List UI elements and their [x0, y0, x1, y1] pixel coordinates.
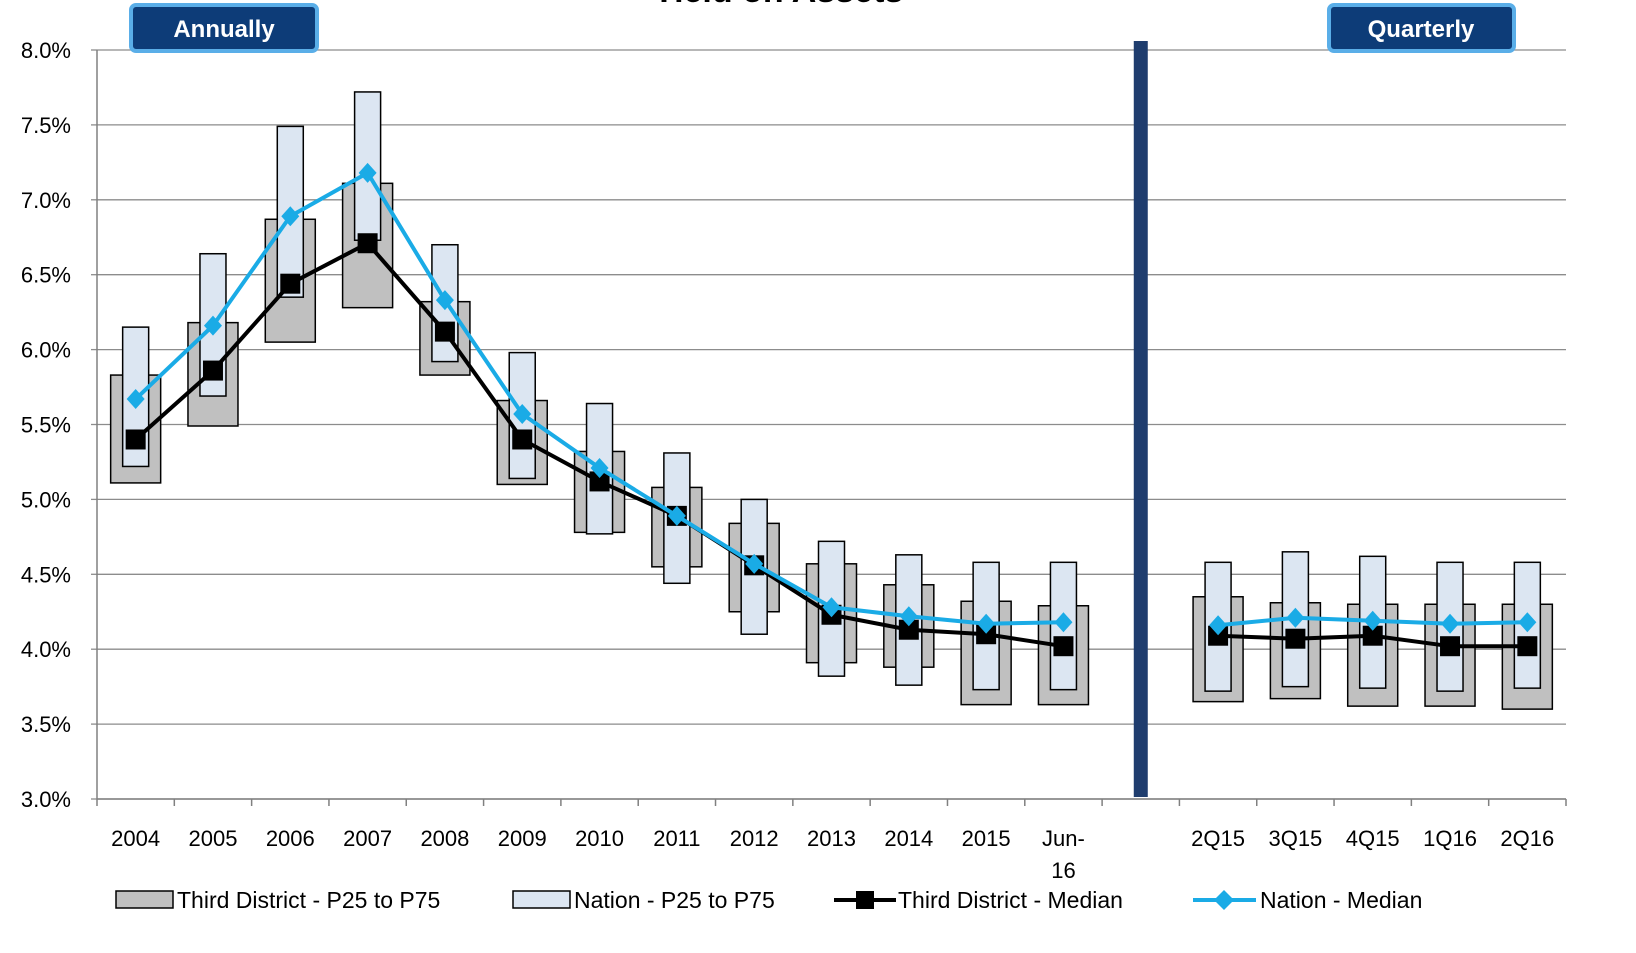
third-district-median-point — [512, 429, 533, 450]
x-tick-label: 2014 — [884, 826, 933, 851]
third-district-median-point — [589, 471, 610, 492]
third-district-median-point — [1362, 625, 1383, 646]
third-district-median-point — [976, 624, 997, 645]
x-tick-label: 2010 — [575, 826, 624, 851]
nation-median-point — [1054, 612, 1073, 633]
nation-median-point — [358, 162, 377, 183]
legend-label-third-district-median: Third District - Median — [898, 887, 1123, 913]
median-lines — [125, 162, 1538, 657]
annually-badge: Annually — [129, 3, 319, 53]
legend-swatch-third-district-range — [115, 890, 174, 909]
y-tick-label: 6.5% — [21, 263, 71, 288]
legend-marker-nation-median — [1214, 890, 1234, 910]
legend-item-third-district-range: Third District - P25 to P75 — [115, 887, 440, 913]
x-tick-label: 2015 — [962, 826, 1011, 851]
annually-badge-box — [129, 3, 319, 53]
axes — [96, 50, 1567, 806]
nation-median-point — [1441, 613, 1460, 634]
y-tick-label: 5.0% — [21, 487, 71, 512]
y-tick-label: 3.0% — [21, 787, 71, 812]
nation-median-point — [667, 505, 686, 526]
legend-item-third-district-median: Third District - Median — [834, 887, 1123, 913]
nation-median-point — [281, 206, 300, 227]
nation-median-point — [822, 597, 841, 618]
x-tick-label: 1Q16 — [1423, 826, 1477, 851]
legend-marker-third-district-median — [856, 891, 874, 909]
third-district-median-point — [1285, 628, 1306, 649]
nation-median-point — [590, 457, 609, 478]
quarterly-badge-label: Quarterly — [1368, 16, 1475, 43]
x-tick-label: 2006 — [266, 826, 315, 851]
third-district-median-point — [125, 429, 146, 450]
x-axis-tick-labels: 2004 2005 2006 2007 2008 2009 2010 2011 2012 2013… — [111, 826, 1554, 883]
nation-median-point — [435, 290, 454, 311]
legend-label-nation-range: Nation - P25 to P75 — [574, 887, 775, 913]
nation-median-point — [745, 553, 764, 574]
nation-median-point — [1209, 615, 1228, 636]
third-district-median-point — [357, 233, 378, 254]
x-tick-label: Jun- — [1042, 826, 1085, 851]
x-tick-label: 4Q15 — [1346, 826, 1400, 851]
legend: Third District - P25 to P75 Nation - P25… — [115, 887, 1422, 913]
y-tick-label: 3.5% — [21, 712, 71, 737]
annual-quarterly-divider — [1133, 41, 1148, 797]
x-tick-label: 2Q15 — [1191, 826, 1245, 851]
y-tick-label: 4.5% — [21, 562, 71, 587]
x-tick-label: 2008 — [420, 826, 469, 851]
nation-median-point — [1518, 612, 1537, 633]
third-district-median-point — [202, 360, 223, 381]
third-district-median-point — [1208, 625, 1229, 646]
nation-median-point — [1363, 610, 1382, 631]
y-tick-label: 7.0% — [21, 188, 71, 213]
nation-median-point — [513, 404, 532, 425]
y-tick-label: 6.0% — [21, 338, 71, 363]
annually-badge-label: Annually — [173, 16, 275, 43]
x-tick-label: 2011 — [653, 826, 700, 851]
x-tick-label: 3Q15 — [1268, 826, 1322, 851]
y-tick-label: 5.5% — [21, 413, 71, 438]
third-district-median-point — [898, 619, 919, 640]
third-district-median-point — [280, 273, 301, 294]
gridlines — [97, 49, 1566, 800]
nation-median-point — [126, 389, 145, 410]
legend-item-nation-median: Nation - Median — [1193, 887, 1422, 913]
x-tick-label: 2007 — [343, 826, 392, 851]
x-tick-label: 2009 — [498, 826, 547, 851]
legend-label-third-district-range: Third District - P25 to P75 — [177, 887, 440, 913]
x-tick-label: 16 — [1051, 858, 1075, 883]
nation-median-point — [899, 606, 918, 627]
chart-title: Yield on Assets — [653, 0, 904, 10]
third-district-median-point — [1440, 636, 1461, 657]
y-tick-label: 4.0% — [21, 637, 71, 662]
nation-median-point — [977, 613, 996, 634]
y-axis-tick-labels: 3.0% 3.5% 4.0% 4.5% 5.0% 5.5% 6.0% 6.5% 7.0% 7.5%… — [21, 38, 97, 812]
legend-item-nation-range: Nation - P25 to P75 — [512, 887, 775, 913]
quarterly-badge: Quarterly — [1327, 3, 1516, 53]
legend-swatch-nation-range — [512, 890, 571, 909]
third-district-median-point — [434, 321, 455, 342]
y-tick-label: 7.5% — [21, 113, 71, 138]
x-tick-label: 2012 — [730, 826, 779, 851]
y-tick-label: 8.0% — [21, 38, 71, 63]
section-divider — [1133, 41, 1148, 797]
third-district-median-point — [1053, 636, 1074, 657]
x-tick-label: 2005 — [188, 826, 237, 851]
quarterly-badge-box — [1327, 3, 1516, 53]
third-district-median-point — [1517, 636, 1538, 657]
x-tick-label: 2004 — [111, 826, 160, 851]
nation-median-point — [1286, 607, 1305, 628]
legend-label-nation-median: Nation - Median — [1260, 887, 1422, 913]
x-tick-label: 2Q16 — [1500, 826, 1554, 851]
x-tick-label: 2013 — [807, 826, 856, 851]
nation-median-point — [203, 315, 222, 336]
